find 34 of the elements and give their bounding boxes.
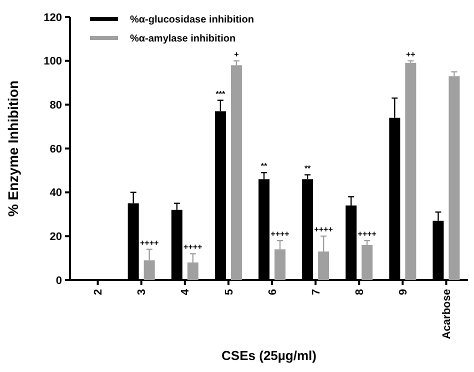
bar — [405, 63, 416, 280]
bar — [230, 65, 242, 280]
annotation: ++++ — [140, 238, 160, 248]
x-tick-label: 3 — [136, 289, 148, 296]
y-tick-label: 40 — [50, 187, 62, 200]
x-tick-label: 4 — [180, 288, 192, 296]
y-tick-label: 60 — [50, 143, 62, 156]
y-tick-label: 120 — [44, 12, 62, 24]
y-tick-label: 0 — [56, 274, 62, 287]
annotation: ++++ — [314, 225, 334, 234]
legend-label: %α-amylase inhibition — [130, 34, 236, 44]
annotation: ++ — [406, 50, 416, 59]
x-tick-label: Acarbose — [441, 289, 454, 340]
x-tick-label: 6 — [266, 289, 279, 296]
y-axis-title: % Enzyme Inhibition — [5, 80, 21, 217]
bar — [362, 244, 373, 280]
x-tick-label: 5 — [223, 289, 236, 296]
annotation: ** — [304, 164, 312, 173]
y-tick-label: 100 — [44, 56, 62, 68]
annotation: + — [234, 50, 240, 59]
x-tick-label: 8 — [354, 289, 366, 296]
annotation: *** — [216, 89, 226, 98]
x-axis-title: CSEs (25µg/ml) — [222, 348, 316, 363]
annotation: ++++ — [358, 230, 377, 239]
annotation: ++++ — [184, 242, 203, 252]
annotation: ++++ — [270, 230, 290, 239]
y-tick-label: 20 — [50, 231, 62, 244]
annotation: ** — [260, 162, 268, 171]
x-tick-label: 2 — [92, 289, 105, 296]
legend-label: %α-glucosidase inhibition — [130, 14, 254, 26]
bar — [448, 76, 460, 280]
y-tick-label: 80 — [50, 100, 62, 112]
x-tick-label: 9 — [398, 289, 410, 296]
x-tick-label: 7 — [310, 289, 322, 296]
